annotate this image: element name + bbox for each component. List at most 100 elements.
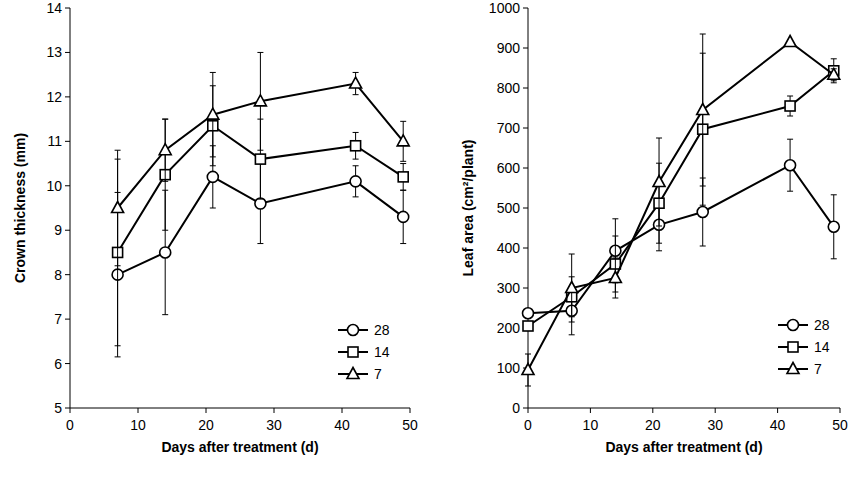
plot-area <box>522 34 840 386</box>
x-tick-label: 0 <box>524 417 532 433</box>
x-axis-label: Days after treatment (d) <box>161 439 318 455</box>
y-tick-label: 600 <box>497 160 521 176</box>
error-cap <box>162 119 168 120</box>
x-tick <box>715 408 716 413</box>
error-cap <box>700 205 706 206</box>
chart-1: 0102030405001002003004005006007008009001… <box>460 0 848 455</box>
error-cap <box>210 156 216 157</box>
y-tick-label: 300 <box>497 280 521 296</box>
data-point <box>398 211 409 222</box>
y-tick-label: 500 <box>497 200 521 216</box>
series-2 <box>112 52 410 265</box>
legend: 28147 <box>338 322 390 382</box>
x-tick-label: 0 <box>66 417 74 433</box>
legend-label: 14 <box>814 339 830 355</box>
error-stem <box>165 119 166 230</box>
plot-area <box>112 52 410 356</box>
error-cap <box>400 161 406 162</box>
y-tick <box>65 274 70 275</box>
x-axis <box>528 408 840 409</box>
error-cap <box>831 194 837 195</box>
y-tick-label: 800 <box>497 80 521 96</box>
error-cap <box>656 138 662 139</box>
data-point <box>351 141 361 151</box>
legend-marker <box>347 368 359 379</box>
y-tick <box>65 408 70 409</box>
legend-marker <box>348 325 359 336</box>
error-cap <box>210 165 216 166</box>
y-tick <box>65 230 70 231</box>
error-cap <box>400 190 406 191</box>
y-tick-label: 400 <box>497 240 521 256</box>
error-cap <box>115 265 121 266</box>
data-point <box>207 171 218 182</box>
error-cap <box>400 163 406 164</box>
y-tick <box>65 96 70 97</box>
error-cap <box>257 243 263 244</box>
error-cap <box>831 82 837 83</box>
y-tick <box>65 319 70 320</box>
legend-label: 14 <box>374 344 390 360</box>
x-tick <box>70 408 71 413</box>
error-cap <box>612 218 618 219</box>
x-tick <box>528 408 529 413</box>
error-cap <box>353 72 359 73</box>
error-cap <box>115 356 121 357</box>
error-cap <box>257 52 263 53</box>
x-tick <box>590 408 591 413</box>
error-cap <box>787 139 793 140</box>
y-tick-label: 11 <box>47 133 62 149</box>
y-tick-label: 9 <box>54 222 62 238</box>
legend-label: 7 <box>814 361 822 377</box>
data-point <box>350 77 362 88</box>
y-tick-label: 6 <box>54 356 62 372</box>
error-cap <box>569 334 575 335</box>
y-tick <box>65 185 70 186</box>
data-point <box>566 282 578 293</box>
y-axis <box>70 8 71 408</box>
y-tick-label: 8 <box>54 267 62 283</box>
data-point <box>112 202 124 213</box>
legend-marker <box>787 363 799 374</box>
x-tick-label: 30 <box>707 417 723 433</box>
legend-marker <box>348 347 358 357</box>
series-line <box>118 84 404 208</box>
error-cap <box>656 226 662 227</box>
data-point <box>653 176 665 187</box>
x-tick-label: 40 <box>770 417 786 433</box>
y-tick <box>65 52 70 53</box>
y-tick <box>523 48 528 49</box>
error-cap <box>612 236 618 237</box>
x-tick-label: 40 <box>334 417 350 433</box>
y-tick <box>523 88 528 89</box>
y-axis-label: Leaf area (cm²/plant) <box>460 140 476 277</box>
data-point <box>828 68 840 79</box>
series-line <box>528 42 834 370</box>
y-tick-label: 7 <box>54 311 62 327</box>
x-tick <box>777 408 778 413</box>
y-tick <box>523 208 528 209</box>
y-tick-label: 900 <box>497 40 521 56</box>
y-tick <box>523 288 528 289</box>
data-point <box>523 308 534 319</box>
y-tick <box>523 168 528 169</box>
y-tick-label: 1000 <box>489 0 520 16</box>
data-point <box>784 36 796 47</box>
error-cap <box>831 80 837 81</box>
series-1 <box>523 53 839 331</box>
legend-label: 7 <box>374 366 382 382</box>
error-cap <box>656 243 662 244</box>
data-point <box>397 135 409 146</box>
y-tick-label: 100 <box>497 360 521 376</box>
error-cap <box>162 230 168 231</box>
error-cap <box>612 258 618 259</box>
error-cap <box>400 190 406 191</box>
error-cap <box>700 34 706 35</box>
error-cap <box>569 322 575 323</box>
data-point <box>697 104 709 115</box>
x-tick <box>410 408 411 413</box>
y-tick <box>65 363 70 364</box>
x-tick-label: 30 <box>266 417 282 433</box>
error-cap <box>656 250 662 251</box>
error-cap <box>787 191 793 192</box>
